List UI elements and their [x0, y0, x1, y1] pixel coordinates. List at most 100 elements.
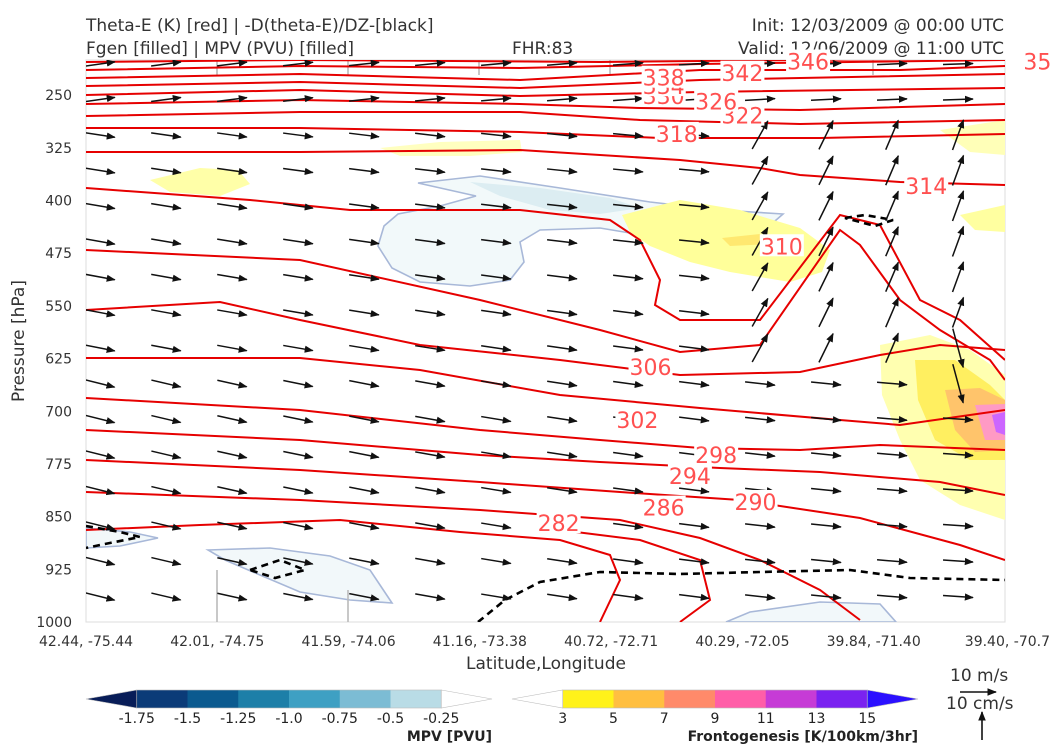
mpv-colorbar-swatch: [339, 690, 391, 708]
wind-vector: [217, 557, 248, 567]
x-tick-label: 41.59, -74.06: [302, 634, 396, 650]
wind-vector: [810, 95, 842, 103]
wind-vectors: [86, 60, 974, 602]
theta-e-line: [86, 98, 1005, 112]
contour-label: 350: [1023, 51, 1050, 76]
wind-vector: [547, 380, 578, 389]
wind-vector: [612, 60, 644, 68]
mpv-colorbar-swatch: [390, 690, 442, 708]
wind-vector: [415, 309, 446, 318]
wind-vector: [217, 486, 248, 496]
wind-vector: [481, 203, 512, 211]
wind-vector: [86, 273, 116, 282]
wind-vector: [818, 119, 834, 150]
wind-vector: [151, 95, 182, 103]
mpv-fill-upper-core: [470, 182, 640, 214]
vector-key-horizontal-label: 10 m/s: [950, 666, 1008, 686]
wind-vector: [349, 486, 380, 495]
x-tick-label: 40.29, -72.05: [695, 634, 789, 650]
contour-label: 294: [669, 465, 711, 490]
wind-vector: [481, 380, 512, 389]
contour-label: 282: [538, 512, 580, 537]
theta-e-line: [86, 228, 1005, 381]
wind-vector: [415, 593, 446, 602]
theta-e-line: [86, 65, 1005, 82]
contour-label-bg: [786, 49, 831, 72]
wind-vector: [745, 380, 776, 388]
contour-label: 342: [721, 62, 763, 87]
wind-vector: [86, 592, 116, 602]
wind-vector: [283, 60, 314, 67]
theta-e-line: [86, 300, 1005, 377]
wind-vector: [415, 203, 446, 211]
contour-label: 286: [643, 497, 685, 522]
wind-vector: [217, 379, 248, 389]
y-tick-label: 325: [45, 141, 72, 157]
y-tick-label: 700: [45, 404, 72, 420]
y-tick-label: 775: [45, 457, 72, 473]
fgen-colorbar-tick: 5: [609, 711, 618, 727]
contour-label-bg: [720, 60, 765, 83]
wind-vector: [612, 132, 644, 140]
wind-vector: [283, 592, 314, 602]
wind-vector: [349, 167, 380, 175]
theta-e-line: [86, 429, 1005, 496]
wind-vector: [86, 450, 116, 460]
wind-vector: [86, 344, 116, 353]
wind-vector: [547, 203, 578, 211]
fgen-colorbar-label: Frontogenesis [K/100km/3hr]: [688, 729, 918, 745]
wind-vector: [283, 167, 314, 176]
x-axis-label: Latitude,Longitude: [466, 654, 626, 674]
x-axis-ticks: 42.44, -75.44 42.01, -74.75 41.59, -74.06 4…: [39, 634, 1050, 650]
wind-vector: [151, 414, 182, 425]
contour-label-bg: [733, 489, 778, 512]
fgen-fill-right-lower-5: [992, 412, 1005, 435]
wind-vector: [349, 592, 380, 602]
x-tick-label: 40.72, -72.71: [564, 634, 658, 650]
wind-vector: [810, 380, 842, 388]
wind-vector: [942, 415, 974, 424]
wind-vector: [151, 485, 182, 496]
wind-vector: [951, 296, 965, 328]
wind-vector: [547, 558, 578, 566]
wind-vector: [151, 60, 182, 67]
fgen-colorbar-swatch: [562, 690, 614, 708]
wind-vector: [283, 309, 314, 318]
wind-vector: [349, 415, 380, 424]
wind-vector: [546, 60, 578, 68]
wind-vector: [217, 132, 248, 140]
x-tick-label: 42.44, -75.44: [39, 634, 133, 650]
contour-label: 326: [695, 91, 737, 116]
wind-vector: [151, 132, 182, 140]
dtheta-dz-line: [245, 558, 310, 580]
wind-vector: [751, 262, 769, 292]
wind-vector: [885, 119, 899, 151]
wind-vector: [217, 60, 248, 67]
theta-e-line: [86, 357, 1005, 427]
wind-vector: [818, 226, 834, 257]
wind-vector: [151, 202, 182, 211]
wind-vector: [86, 238, 116, 247]
wind-vector: [751, 333, 769, 363]
header-left-line2: Fgen [filled] | MPV (PVU) [filled]: [86, 39, 354, 59]
wind-vector: [678, 203, 710, 211]
mpv-colorbar-swatch: [238, 690, 290, 708]
wind-vector: [751, 297, 769, 327]
theta-e-line: [86, 60, 904, 64]
wind-vector: [679, 487, 710, 495]
theta-e-contours: [86, 60, 1005, 622]
y-tick-label: 925: [45, 562, 72, 578]
wind-vector: [217, 521, 248, 531]
wind-vector: [876, 380, 908, 388]
wind-vector: [217, 415, 248, 425]
wind-vector: [86, 94, 116, 103]
wind-vector: [679, 309, 710, 317]
fgen-colorbar-tick: 3: [558, 711, 567, 727]
plot-area: [85, 59, 1006, 623]
y-tick-label: 250: [45, 88, 72, 104]
wind-vector: [612, 167, 644, 175]
fgen-colorbar-tick: 7: [660, 711, 669, 727]
wind-vector: [481, 132, 512, 140]
